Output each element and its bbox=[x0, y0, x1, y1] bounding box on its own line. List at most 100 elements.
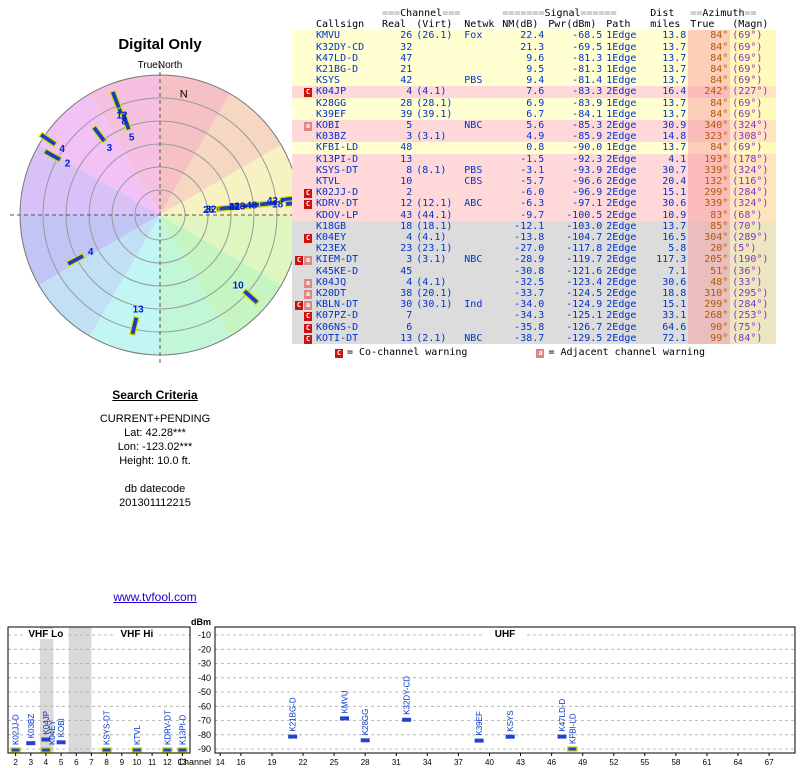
channel-tick-label: 64 bbox=[734, 758, 743, 767]
callsign-cell[interactable]: K04JP bbox=[316, 86, 347, 98]
radar-channel-label: 12 bbox=[116, 111, 128, 122]
callsign-cell[interactable]: K20DT bbox=[316, 288, 347, 300]
radar-station-marker[interactable] bbox=[241, 288, 261, 306]
spectrum-bar[interactable] bbox=[40, 747, 52, 753]
radar-station-marker[interactable] bbox=[217, 203, 238, 212]
callsign-cell[interactable]: K13PI-D bbox=[316, 153, 359, 165]
azimuth-magn-cell: (84°) bbox=[730, 332, 777, 345]
azimuth-magn-cell: (69°) bbox=[730, 97, 777, 109]
tvfool-link[interactable]: www.tvfool.com bbox=[113, 590, 197, 604]
spectrum-callsign-label: KSYS bbox=[506, 710, 515, 731]
warning-cell bbox=[292, 30, 314, 41]
warning-cell bbox=[292, 142, 314, 153]
channel-tick-label: 43 bbox=[516, 758, 525, 767]
callsign-cell[interactable]: K47LD-D bbox=[316, 52, 359, 64]
warning-cell bbox=[292, 98, 314, 109]
co-channel-warning-icon: C bbox=[335, 349, 343, 358]
nm-cell: 7.6 bbox=[526, 86, 545, 98]
callsign-cell[interactable]: K07PZ-D bbox=[316, 310, 359, 322]
miles-cell: 72.1 bbox=[662, 332, 687, 344]
callsign-cell[interactable]: K03BZ bbox=[316, 131, 347, 143]
table-row: KDOV-LP 43 (44.1) -9.7 -100.5 2Edge 10.9 83° (68… bbox=[292, 209, 777, 221]
radar-station-marker[interactable] bbox=[42, 148, 63, 163]
spectrum-callsign-label: K13PI-D bbox=[178, 715, 187, 745]
spectrum-bar[interactable] bbox=[162, 747, 173, 753]
virtual-channel-cell: (4.1) bbox=[416, 86, 447, 98]
radar-station-marker[interactable] bbox=[258, 199, 279, 208]
spectrum-bar[interactable] bbox=[474, 738, 484, 743]
callsign-cell[interactable]: KSYS-DT bbox=[316, 164, 359, 176]
callsign-cell[interactable]: K04JQ bbox=[316, 276, 347, 288]
network-cell bbox=[462, 131, 500, 142]
path-cell: 2Edge bbox=[606, 176, 637, 188]
power-cell: -124.9 bbox=[566, 299, 603, 311]
azimuth-true-cell: 84° bbox=[688, 64, 731, 76]
callsign-cell[interactable]: K02JJ-D bbox=[316, 187, 359, 199]
spectrum-bar[interactable] bbox=[131, 747, 142, 753]
dbm-tick-label: -30 bbox=[198, 659, 211, 669]
callsign-cell[interactable]: K06NS-D bbox=[316, 321, 359, 333]
callsign-cell[interactable]: K39EF bbox=[316, 108, 347, 120]
callsign-cell[interactable]: KIEM-DT bbox=[316, 254, 359, 266]
real-channel-cell: 43 bbox=[400, 209, 413, 221]
callsign-cell[interactable]: KBLN-DT bbox=[316, 299, 359, 311]
callsign-cell[interactable]: KSYS bbox=[316, 75, 341, 87]
callsign-cell[interactable]: KFBI-LD bbox=[316, 142, 359, 154]
section-title: VHF Hi bbox=[121, 629, 154, 640]
path-cell: 1Edge bbox=[606, 142, 637, 154]
radar-station-marker[interactable] bbox=[90, 124, 108, 144]
path-cell: 2Edge bbox=[606, 209, 637, 221]
path-cell: 1Edge bbox=[606, 64, 637, 76]
spectrum-bar[interactable] bbox=[340, 716, 349, 721]
spectrum-bar[interactable] bbox=[505, 734, 515, 739]
callsign-cell[interactable]: K21BG-D bbox=[316, 64, 359, 76]
callsign-cell[interactable]: KOTI-DT bbox=[316, 332, 359, 344]
callsign-cell[interactable]: K28GG bbox=[316, 97, 347, 109]
co-channel-warning-icon: C bbox=[295, 301, 303, 311]
section-title: VHF Lo bbox=[28, 629, 63, 640]
spectrum-bar[interactable] bbox=[360, 738, 370, 743]
callsign-cell[interactable]: KDOV-LP bbox=[316, 209, 359, 221]
spectrum-bar[interactable] bbox=[402, 717, 412, 722]
virtual-channel-cell bbox=[414, 322, 462, 333]
spectrum-bar[interactable] bbox=[56, 740, 66, 745]
adjacent-channel-warning-icon: a bbox=[304, 122, 312, 132]
spectrum-bar[interactable] bbox=[288, 734, 298, 739]
channel-tick-label: 40 bbox=[485, 758, 494, 767]
nm-cell: 4.9 bbox=[526, 131, 545, 143]
spectrum-bar[interactable] bbox=[177, 747, 188, 753]
real-channel-cell: 6 bbox=[406, 321, 413, 333]
dbm-tick-label: -90 bbox=[198, 744, 211, 754]
virtual-channel-cell bbox=[414, 142, 462, 153]
section-title: UHF bbox=[495, 629, 516, 640]
spectrum-bar[interactable] bbox=[10, 747, 21, 753]
nm-cell: -13.8 bbox=[514, 232, 545, 244]
spectrum-bar[interactable] bbox=[26, 741, 36, 746]
spectrum-bar[interactable] bbox=[567, 746, 578, 752]
power-cell: -100.5 bbox=[566, 209, 603, 221]
callsign-cell[interactable]: K45KE-D bbox=[316, 265, 359, 277]
radar-station-marker[interactable] bbox=[129, 315, 140, 336]
miles-cell: 14.8 bbox=[662, 131, 687, 143]
warning-cell: C bbox=[292, 198, 314, 210]
table-row: K13PI-D 13 -1.5 -92.3 2Edge 4.1 193° (178°) bbox=[292, 153, 777, 165]
callsign-cell[interactable]: KTVL bbox=[316, 176, 341, 188]
radar-station-marker[interactable] bbox=[65, 252, 86, 268]
callsign-cell[interactable]: K23EX bbox=[316, 243, 347, 255]
spectrum-bar[interactable] bbox=[41, 737, 51, 742]
radar-station-marker[interactable] bbox=[38, 131, 58, 148]
callsign-cell[interactable]: KMVU bbox=[316, 30, 341, 42]
callsign-cell[interactable]: K18GB bbox=[316, 220, 347, 232]
callsign-cell[interactable]: KOBI bbox=[316, 120, 341, 132]
spectrum-bar[interactable] bbox=[101, 747, 112, 753]
callsign-cell[interactable]: K32DY-CD bbox=[316, 41, 365, 53]
radar-station-marker[interactable] bbox=[284, 199, 305, 208]
network-cell bbox=[462, 266, 500, 277]
spectrum-bar[interactable] bbox=[557, 734, 567, 739]
search-criteria: Search Criteria CURRENT+PENDING Lat: 42.2… bbox=[5, 388, 305, 510]
radar-station-marker[interactable] bbox=[109, 89, 123, 110]
azimuth-magn-cell: (289°) bbox=[730, 232, 777, 244]
path-cell: 2Edge bbox=[606, 153, 637, 165]
callsign-cell[interactable]: KDRV-DT bbox=[316, 198, 359, 210]
callsign-cell[interactable]: K04EY bbox=[316, 232, 347, 244]
